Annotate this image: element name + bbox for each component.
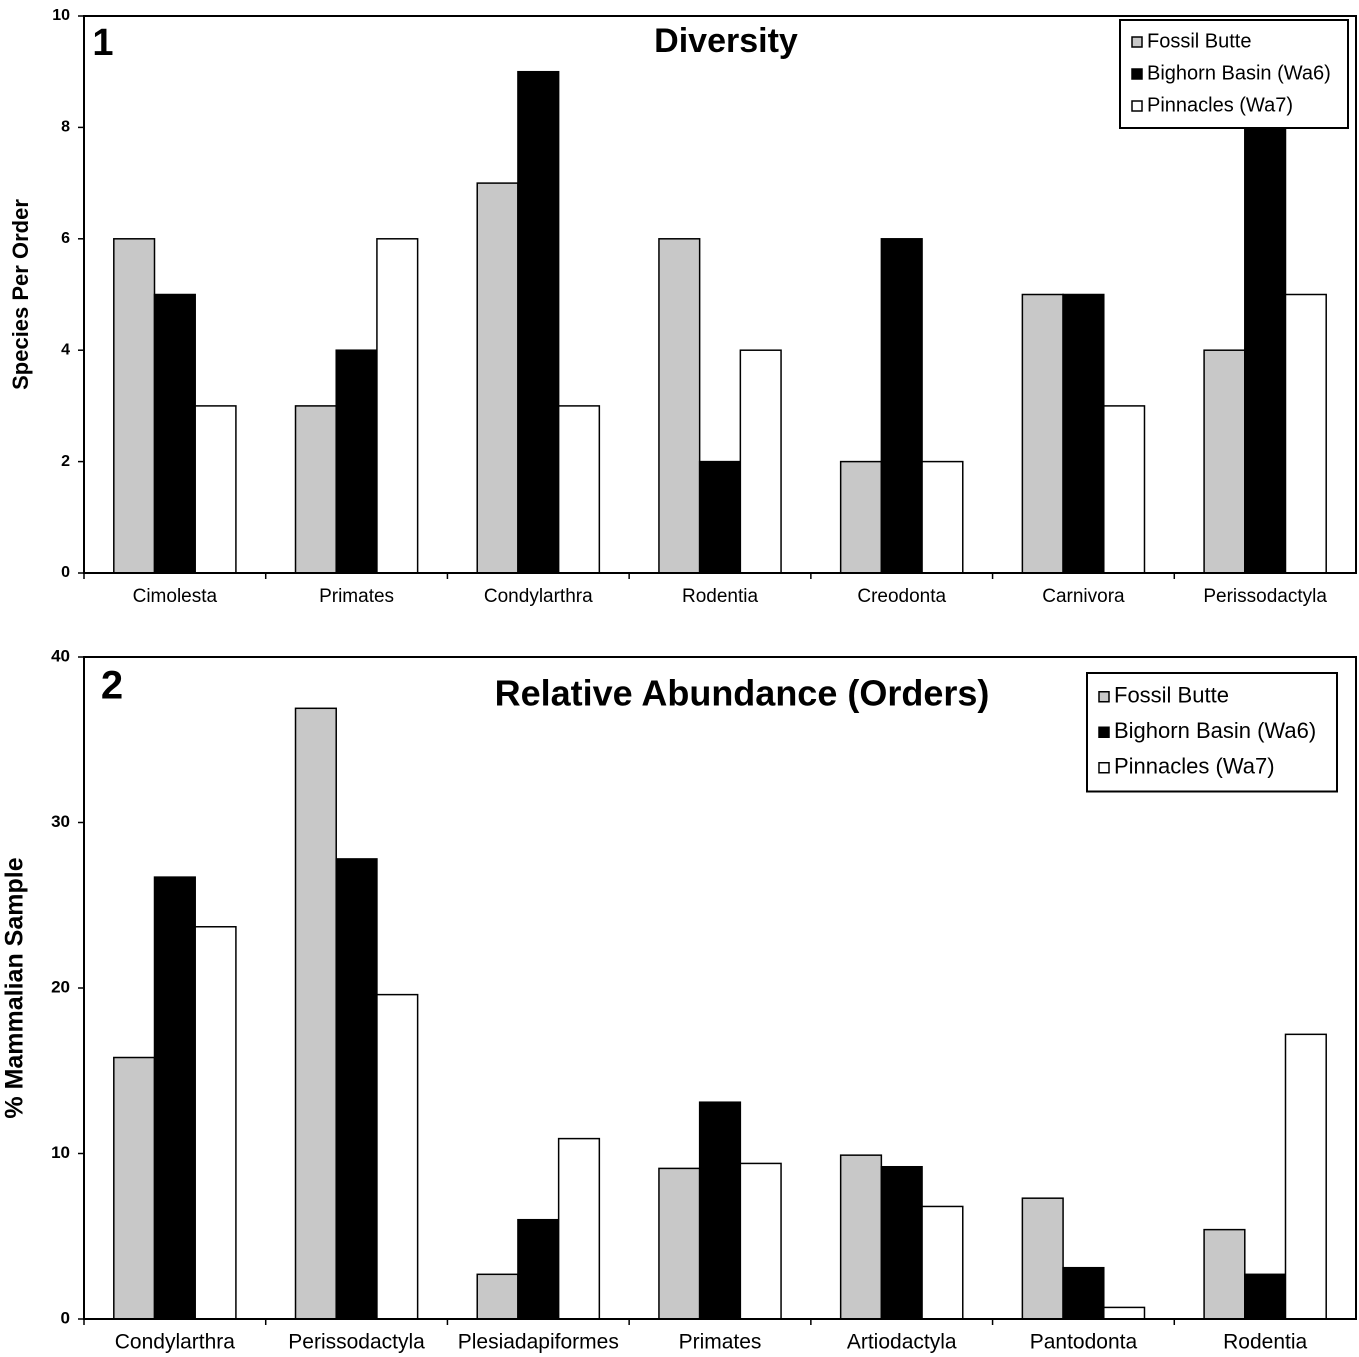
x-tick-label: Condylarthra — [484, 586, 593, 607]
bar — [1203, 1228, 1246, 1320]
y-tick-label: 0 — [61, 1308, 70, 1327]
legend-swatch — [1098, 726, 1110, 738]
bar — [194, 405, 237, 574]
bar — [1284, 293, 1327, 574]
x-tick-label: Cimolesta — [133, 586, 218, 607]
x-tick-label: Rodentia — [682, 586, 758, 607]
legend-box — [1119, 19, 1349, 129]
y-axis-label: % Mammalian Sample — [1, 857, 29, 1118]
bar — [517, 70, 560, 574]
y-tick-label: 10 — [51, 1143, 70, 1162]
legend-label: Bighorn Basin (Wa6) — [1147, 62, 1331, 84]
legend-label: Pinnacles (Wa7) — [1114, 754, 1275, 779]
bar — [1021, 1197, 1064, 1320]
y-tick-label: 8 — [61, 119, 70, 136]
legend-swatch — [1131, 100, 1143, 112]
bar — [1103, 1306, 1146, 1320]
y-tick-label: 40 — [51, 646, 70, 665]
bar — [476, 182, 519, 574]
bar — [1062, 1266, 1105, 1320]
bar — [1203, 349, 1246, 574]
bar — [658, 238, 701, 574]
bar — [658, 1167, 701, 1320]
bar — [1103, 405, 1146, 574]
bar — [557, 405, 601, 574]
x-tick-label: Creodonta — [857, 586, 946, 607]
x-tick-label: Rodentia — [1223, 1331, 1307, 1354]
bar — [517, 1218, 560, 1320]
bar — [839, 460, 883, 574]
x-tick-label: Perissodactyla — [288, 1331, 425, 1354]
panel-label: 2 — [101, 664, 123, 708]
plot-frame — [83, 656, 1357, 1320]
legend-label: Fossil Butte — [1114, 683, 1229, 708]
x-tick-label: Condylarthra — [115, 1331, 236, 1354]
bar — [153, 293, 196, 574]
y-tick-label: 10 — [52, 7, 70, 24]
chart-title: Diversity — [654, 22, 798, 60]
bar — [921, 460, 964, 574]
x-tick-label: Carnivora — [1042, 586, 1125, 607]
bar — [1244, 126, 1287, 574]
x-tick-label: Plesiadapiformes — [458, 1331, 619, 1354]
legend-label: Bighorn Basin (Wa6) — [1114, 718, 1316, 743]
legend-label: Fossil Butte — [1147, 30, 1251, 52]
y-tick-label: 30 — [51, 812, 70, 831]
bar — [698, 1101, 742, 1320]
bar — [113, 238, 156, 574]
bar — [1244, 1273, 1287, 1320]
x-tick-label: Pantodonta — [1030, 1331, 1138, 1354]
bar — [294, 405, 337, 574]
bar — [921, 1205, 964, 1320]
legend-swatch — [1131, 68, 1143, 80]
x-tick-label: Artiodactyla — [847, 1331, 957, 1354]
plot-frame — [83, 15, 1357, 574]
y-axis-label: Species Per Order — [8, 199, 33, 390]
bar — [335, 858, 378, 1320]
bar — [1284, 1033, 1327, 1320]
y-tick-label: 4 — [61, 341, 70, 358]
bar — [557, 1137, 601, 1320]
bar — [113, 1056, 156, 1320]
y-tick-label: 0 — [61, 564, 70, 581]
legend-swatch — [1098, 691, 1110, 703]
x-tick-label: Primates — [679, 1331, 762, 1354]
bar — [153, 876, 196, 1320]
legend-box — [1086, 672, 1338, 793]
bar — [376, 238, 419, 574]
bar — [1021, 293, 1064, 574]
x-tick-label: Perissodactyla — [1203, 586, 1327, 607]
bar — [739, 349, 782, 574]
bar — [335, 349, 378, 574]
y-tick-label: 20 — [51, 977, 70, 996]
chart-title: Relative Abundance (Orders) — [495, 673, 990, 714]
bar — [194, 926, 237, 1320]
bar — [476, 1273, 519, 1320]
bar — [294, 707, 337, 1320]
bar — [739, 1162, 782, 1320]
legend-swatch — [1131, 36, 1143, 48]
bar — [698, 460, 742, 574]
legend-swatch — [1098, 762, 1110, 774]
bar — [880, 238, 923, 574]
legend-label: Pinnacles (Wa7) — [1147, 94, 1293, 116]
bar — [1062, 293, 1105, 574]
y-tick-label: 2 — [61, 453, 70, 470]
x-tick-label: Primates — [319, 586, 394, 607]
panel-label: 1 — [92, 22, 113, 64]
y-tick-label: 6 — [61, 230, 70, 247]
bar — [376, 993, 419, 1320]
bar — [839, 1154, 883, 1320]
bar — [880, 1165, 923, 1320]
